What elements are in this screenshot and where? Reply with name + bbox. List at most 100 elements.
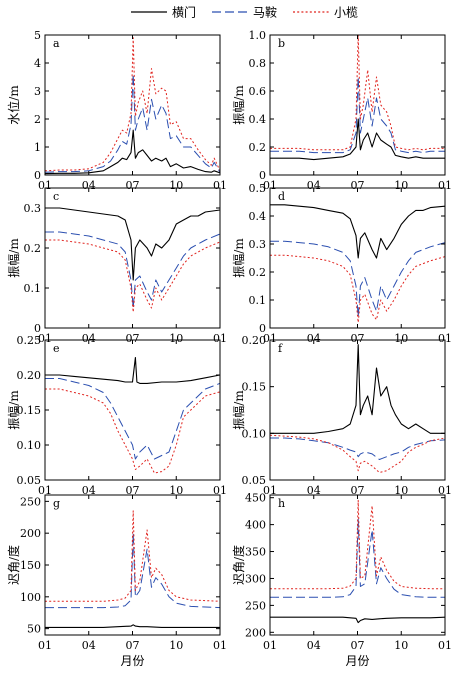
x-tick-label: 01 [438, 484, 452, 497]
series-group [45, 207, 220, 313]
x-tick-label: 04 [307, 179, 321, 192]
series-line-maan [270, 437, 445, 460]
y-tick-label: 1 [34, 141, 41, 154]
x-tick-label: 07 [351, 639, 365, 652]
series-line-maan [270, 76, 445, 154]
y-tick-label: 0.4 [249, 210, 267, 223]
series-line-hengmen [45, 356, 220, 384]
series-line-xiaolan [45, 239, 220, 313]
x-axis-label: 月份 [345, 654, 369, 668]
y-tick-label: 0.1 [249, 294, 267, 307]
legend: 横门 马鞍 小榄 [131, 5, 358, 20]
y-axis-label: 迟角/度 [6, 545, 21, 585]
x-tick-label: 01 [213, 332, 227, 345]
series-line-xiaolan [270, 254, 445, 323]
x-tick-label: 01 [38, 332, 52, 345]
series-line-hengmen [270, 204, 445, 259]
y-tick-label: 0.05 [17, 474, 42, 487]
x-tick-label: 01 [213, 179, 227, 192]
y-tick-label: 200 [20, 527, 41, 540]
x-tick-label: 10 [169, 639, 183, 652]
x-tick-label: 04 [82, 332, 96, 345]
y-tick-label: 0.10 [242, 427, 267, 440]
x-tick-label: 04 [307, 639, 321, 652]
series-line-xiaolan [270, 35, 445, 151]
panel-label: f [278, 342, 283, 355]
x-tick-label: 01 [38, 179, 52, 192]
y-tick-label: 0 [34, 322, 41, 335]
x-tick-label: 04 [307, 484, 321, 497]
series-line-xiaolan [45, 388, 220, 474]
series-group [45, 37, 220, 175]
x-tick-label: 01 [263, 179, 277, 192]
panel-label: b [278, 37, 285, 50]
legend-label: 小榄 [334, 6, 358, 20]
y-tick-label: 0 [34, 169, 41, 182]
y-tick-label: 0.10 [17, 439, 42, 452]
series-line-maan [270, 518, 445, 598]
legend-label: 横门 [172, 5, 196, 20]
y-tick-label: 0.15 [242, 381, 267, 394]
y-tick-label: 0.6 [249, 85, 267, 98]
x-tick-label: 04 [307, 332, 321, 345]
series-line-hengmen [45, 129, 220, 175]
y-axis-label: 振幅/m [6, 390, 21, 430]
y-tick-label: 250 [245, 599, 266, 612]
x-tick-label: 01 [38, 484, 52, 497]
y-axis-label: 振幅/m [231, 238, 246, 278]
x-tick-label: 01 [263, 332, 277, 345]
x-tick-label: 01 [438, 179, 452, 192]
x-tick-label: 07 [351, 332, 365, 345]
y-tick-label: 0.20 [242, 334, 267, 347]
legend-label: 马鞍 [253, 5, 277, 20]
y-tick-label: 300 [245, 572, 266, 585]
x-tick-label: 07 [126, 332, 140, 345]
y-tick-label: 0.05 [242, 474, 267, 487]
y-tick-label: 0.4 [249, 113, 267, 126]
y-axis-label: 振幅/m [6, 238, 21, 278]
y-axis-label: 水位/m [6, 85, 21, 125]
x-tick-label: 10 [394, 484, 408, 497]
series-line-xiaolan [270, 499, 445, 590]
y-tick-label: 350 [245, 546, 266, 559]
y-tick-label: 0.2 [249, 266, 267, 279]
x-tick-label: 04 [82, 639, 96, 652]
x-axis-label: 月份 [120, 654, 144, 668]
axes-frame [44, 339, 221, 481]
y-tick-label: 3 [34, 85, 41, 98]
series-line-maan [45, 73, 220, 173]
x-tick-label: 01 [438, 332, 452, 345]
series-group [45, 356, 220, 474]
y-tick-label: 0.2 [249, 141, 267, 154]
series-line-xiaolan [45, 510, 220, 602]
series-line-maan [45, 231, 220, 309]
y-tick-label: 2 [34, 113, 41, 126]
panel-label: g [53, 497, 60, 510]
x-tick-label: 10 [169, 332, 183, 345]
y-tick-label: 0 [259, 322, 266, 335]
x-tick-label: 10 [394, 179, 408, 192]
axes-frame [44, 34, 221, 176]
y-tick-label: 450 [245, 492, 266, 505]
x-tick-label: 01 [213, 484, 227, 497]
y-tick-label: 150 [20, 559, 41, 572]
series-group [270, 499, 445, 624]
y-tick-label: 0.1 [24, 282, 42, 295]
panel-label: h [278, 497, 285, 510]
x-tick-label: 01 [263, 639, 277, 652]
series-line-maan [45, 532, 220, 609]
series-line-hengmen [270, 118, 445, 161]
x-tick-label: 01 [438, 639, 452, 652]
panel-label: a [53, 37, 60, 50]
x-tick-label: 07 [126, 484, 140, 497]
series-line-maan [45, 378, 220, 460]
x-tick-label: 10 [394, 639, 408, 652]
y-tick-label: 0 [259, 169, 266, 182]
y-axis-label: 振幅/m [231, 85, 246, 125]
panel-label: c [53, 190, 59, 203]
